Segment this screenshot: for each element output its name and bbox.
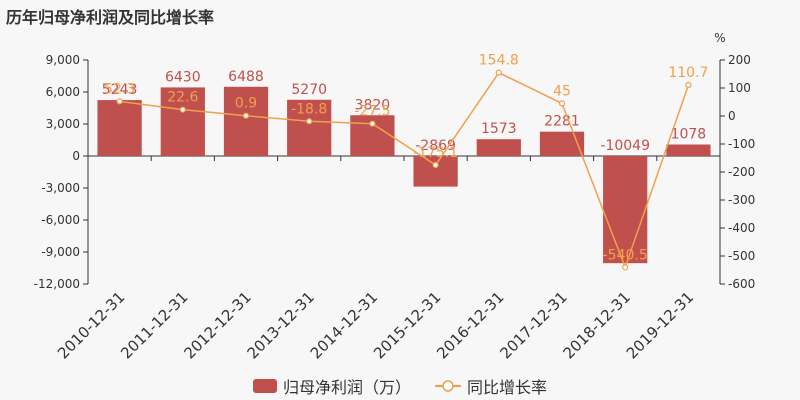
growth-point[interactable]	[242, 112, 250, 119]
bar[interactable]	[413, 156, 458, 187]
x-tick-label: 2013-12-31	[244, 288, 318, 362]
bar[interactable]	[97, 100, 142, 156]
growth-point[interactable]	[306, 118, 313, 125]
x-tick-label: 2012-12-31	[180, 288, 254, 362]
bar-value-label: 1573	[481, 121, 517, 137]
y-right-tick-label: 100	[728, 81, 751, 95]
chart-legend: 归母净利润（万） 同比增长率	[0, 374, 800, 398]
y-right-tick-label: 0	[728, 109, 736, 123]
bar-value-label: -10049	[600, 138, 650, 154]
y-right-tick-label: -200	[728, 165, 755, 179]
growth-point[interactable]	[179, 106, 186, 113]
y-right-tick-label: -400	[728, 221, 755, 235]
growth-value-label: 110.7	[668, 65, 708, 81]
bar[interactable]	[223, 86, 269, 156]
x-tick-label: 2010-12-31	[54, 288, 128, 362]
bar-value-label: 5270	[291, 82, 327, 98]
legend-line-swatch	[435, 380, 461, 392]
legend-item-line[interactable]: 同比增长率	[435, 374, 547, 398]
growth-point[interactable]	[622, 264, 629, 271]
growth-point[interactable]	[432, 161, 439, 169]
bar[interactable]	[287, 99, 332, 156]
growth-line	[119, 71, 690, 270]
bar[interactable]	[160, 87, 205, 156]
growth-point[interactable]	[116, 98, 123, 105]
bar[interactable]	[476, 139, 521, 156]
growth-value-label: 154.8	[479, 53, 519, 69]
bar-value-label: 2281	[544, 114, 580, 130]
y-left-tick-label: -3,000	[41, 181, 80, 195]
chart-title: 历年归母净利润及同比增长率	[6, 8, 215, 27]
growth-value-label: 0.9	[235, 96, 257, 112]
y-left-tick-label: 6,000	[46, 85, 80, 99]
x-tick-label: 2019-12-31	[623, 288, 697, 362]
x-tick-label: 2014-12-31	[307, 288, 381, 362]
y-left-tick-label: 0	[72, 149, 80, 163]
legend-bar-swatch	[252, 379, 277, 393]
x-tick-label: 2015-12-31	[370, 288, 444, 362]
x-tick-label: 2018-12-31	[560, 288, 634, 362]
y-left-tick-label: -12,000	[34, 277, 80, 291]
x-tick-label: 2011-12-31	[117, 288, 191, 362]
legend-item-bar[interactable]: 归母净利润（万）	[252, 374, 411, 398]
bar-value-label: 1078	[671, 127, 707, 143]
legend-line-label: 同比增长率	[467, 378, 548, 397]
bar-value-label: 5243	[102, 82, 138, 98]
bar-value-label: 6488	[228, 69, 264, 85]
bar-value-label: 6430	[165, 69, 201, 85]
y-right-tick-label: -100	[728, 137, 755, 151]
y-right-tick-label: -600	[728, 277, 755, 291]
y-right-tick-label: -300	[728, 193, 755, 207]
growth-value-label: 22.6	[167, 90, 198, 106]
y-left-tick-label: 9,000	[46, 53, 80, 67]
bar-value-label: 3820	[355, 97, 391, 113]
growth-point[interactable]	[685, 81, 692, 89]
growth-value-label: 45	[553, 83, 571, 99]
x-tick-label: 2017-12-31	[496, 288, 570, 362]
bar[interactable]	[603, 156, 648, 264]
growth-value-label: -540.5	[603, 247, 648, 263]
legend-bar-label: 归母净利润（万）	[282, 378, 411, 397]
y-left-tick-label: -6,000	[41, 213, 80, 227]
y-right-unit-label: %	[714, 31, 725, 45]
growth-point[interactable]	[495, 69, 502, 76]
y-left-tick-label: 3,000	[46, 117, 80, 131]
y-right-tick-label: 200	[728, 53, 751, 67]
growth-value-label: -175.1	[413, 145, 458, 161]
growth-value-label: 52.3	[104, 81, 135, 97]
growth-value-label: -27.5	[354, 104, 390, 120]
x-tick-label: 2016-12-31	[433, 288, 507, 362]
growth-value-label: -18.8	[291, 101, 327, 117]
bar[interactable]	[666, 144, 711, 156]
growth-point[interactable]	[558, 100, 566, 107]
y-left-tick-label: -9,000	[41, 245, 80, 259]
growth-point[interactable]	[369, 120, 376, 127]
bar[interactable]	[539, 131, 585, 156]
y-right-tick-label: -500	[728, 249, 755, 263]
